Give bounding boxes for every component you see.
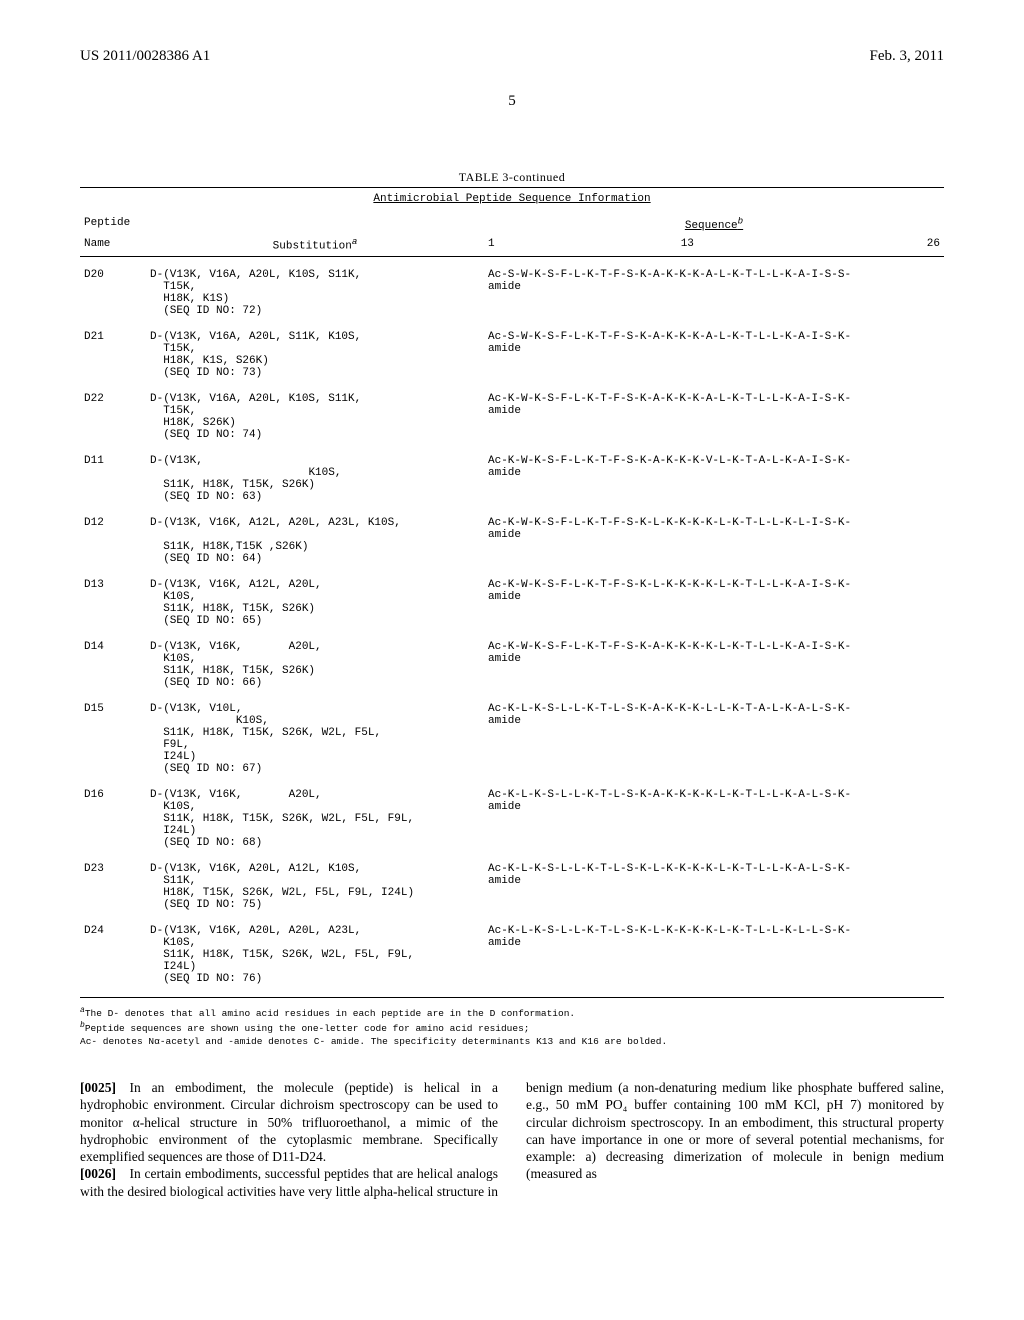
peptide-substitution: D-(V13K, V16K, A20L, K10S, S11K, H18K, T… bbox=[146, 629, 484, 691]
peptide-name: D12 bbox=[80, 505, 146, 567]
paragraph-number: [0026] bbox=[80, 1166, 116, 1181]
table-caption: TABLE 3-continued bbox=[80, 170, 944, 185]
peptide-sequence: Ac-K-W-K-S-F-L-K-T-F-S-K-L-K-K-K-K-L-K-T… bbox=[484, 505, 944, 567]
th-pos13: 13 bbox=[602, 234, 773, 257]
peptide-substitution: D-(V13K, V16A, A20L, K10S, S11K, T15K, H… bbox=[146, 257, 484, 320]
peptide-substitution: D-(V13K, V16K, A12L, A20L, A23L, K10S, S… bbox=[146, 505, 484, 567]
paragraph-number: [0025] bbox=[80, 1080, 116, 1095]
peptide-name: D23 bbox=[80, 851, 146, 913]
peptide-sequence-table: Antimicrobial Peptide Sequence Informati… bbox=[80, 187, 944, 998]
peptide-substitution: D-(V13K, V16A, A20L, S11K, K10S, T15K, H… bbox=[146, 319, 484, 381]
peptide-name: D20 bbox=[80, 257, 146, 320]
th-pos26: 26 bbox=[773, 234, 944, 257]
th-substitution: Substitutiona bbox=[146, 234, 484, 257]
peptide-sequence: Ac-K-W-K-S-F-L-K-T-F-S-K-A-K-K-K-V-L-K-T… bbox=[484, 443, 944, 505]
peptide-substitution: D-(V13K, V10L, K10S, S11K, H18K, T15K, S… bbox=[146, 691, 484, 777]
peptide-name: D22 bbox=[80, 381, 146, 443]
table-row: D13D-(V13K, V16K, A12L, A20L, K10S, S11K… bbox=[80, 567, 944, 629]
peptide-name: D15 bbox=[80, 691, 146, 777]
page-number: 5 bbox=[80, 93, 944, 110]
table-row: D21D-(V13K, V16A, A20L, S11K, K10S, T15K… bbox=[80, 319, 944, 381]
peptide-sequence: Ac-K-W-K-S-F-L-K-T-F-S-K-A-K-K-K-A-L-K-T… bbox=[484, 381, 944, 443]
peptide-substitution: D-(V13K, V16K, A20L, A20L, A23L, K10S, S… bbox=[146, 913, 484, 998]
peptide-substitution: D-(V13K, V16K, A20L, A12L, K10S, S11K, H… bbox=[146, 851, 484, 913]
peptide-sequence: Ac-K-L-K-S-L-L-K-T-L-S-K-L-K-K-K-K-L-K-T… bbox=[484, 851, 944, 913]
table-row: D23D-(V13K, V16K, A20L, A12L, K10S, S11K… bbox=[80, 851, 944, 913]
peptide-sequence: Ac-S-W-K-S-F-L-K-T-F-S-K-A-K-K-K-A-L-K-T… bbox=[484, 257, 944, 320]
peptide-substitution: D-(V13K, V16A, A20L, K10S, S11K, T15K, H… bbox=[146, 381, 484, 443]
th-name: Name bbox=[80, 234, 146, 257]
peptide-name: D21 bbox=[80, 319, 146, 381]
table-row: D20D-(V13K, V16A, A20L, K10S, S11K, T15K… bbox=[80, 257, 944, 320]
peptide-sequence: Ac-S-W-K-S-F-L-K-T-F-S-K-A-K-K-K-A-L-K-T… bbox=[484, 319, 944, 381]
table-footnotes: aThe D- denotes that all amino acid resi… bbox=[80, 1006, 944, 1049]
peptide-name: D11 bbox=[80, 443, 146, 505]
doc-id: US 2011/0028386 A1 bbox=[80, 48, 210, 65]
peptide-substitution: D-(V13K, V16K, A20L, K10S, S11K, H18K, T… bbox=[146, 777, 484, 851]
peptide-substitution: D-(V13K, K10S, S11K, H18K, T15K, S26K) (… bbox=[146, 443, 484, 505]
peptide-sequence: Ac-K-L-K-S-L-L-K-T-L-S-K-L-K-K-K-K-L-K-T… bbox=[484, 913, 944, 998]
peptide-sequence: Ac-K-W-K-S-F-L-K-T-F-S-K-A-K-K-K-K-L-K-T… bbox=[484, 629, 944, 691]
body-paragraph: [0025] In an embodiment, the molecule (p… bbox=[80, 1079, 498, 1165]
peptide-sequence: Ac-K-W-K-S-F-L-K-T-F-S-K-L-K-K-K-K-L-K-T… bbox=[484, 567, 944, 629]
peptide-name: D14 bbox=[80, 629, 146, 691]
table-row: D16D-(V13K, V16K, A20L, K10S, S11K, H18K… bbox=[80, 777, 944, 851]
table-row: D24D-(V13K, V16K, A20L, A20L, A23L, K10S… bbox=[80, 913, 944, 998]
body-text: [0025] In an embodiment, the molecule (p… bbox=[80, 1079, 944, 1200]
peptide-name: D13 bbox=[80, 567, 146, 629]
peptide-sequence: Ac-K-L-K-S-L-L-K-T-L-S-K-A-K-K-K-L-L-K-T… bbox=[484, 691, 944, 777]
peptide-name: D24 bbox=[80, 913, 146, 998]
th-pos1: 1 bbox=[484, 234, 602, 257]
peptide-substitution: D-(V13K, V16K, A12L, A20L, K10S, S11K, H… bbox=[146, 567, 484, 629]
table-subcaption: Antimicrobial Peptide Sequence Informati… bbox=[373, 193, 650, 205]
page-header: US 2011/0028386 A1 Feb. 3, 2011 bbox=[80, 48, 944, 65]
table-row: D11D-(V13K, K10S, S11K, H18K, T15K, S26K… bbox=[80, 443, 944, 505]
table-row: D15D-(V13K, V10L, K10S, S11K, H18K, T15K… bbox=[80, 691, 944, 777]
peptide-name: D16 bbox=[80, 777, 146, 851]
table-row: D14D-(V13K, V16K, A20L, K10S, S11K, H18K… bbox=[80, 629, 944, 691]
th-peptide: Peptide bbox=[80, 209, 146, 234]
th-sequence: Sequenceb bbox=[484, 209, 944, 234]
doc-date: Feb. 3, 2011 bbox=[870, 48, 944, 65]
table-row: D12D-(V13K, V16K, A12L, A20L, A23L, K10S… bbox=[80, 505, 944, 567]
table-row: D22D-(V13K, V16A, A20L, K10S, S11K, T15K… bbox=[80, 381, 944, 443]
peptide-sequence: Ac-K-L-K-S-L-L-K-T-L-S-K-A-K-K-K-K-L-K-T… bbox=[484, 777, 944, 851]
